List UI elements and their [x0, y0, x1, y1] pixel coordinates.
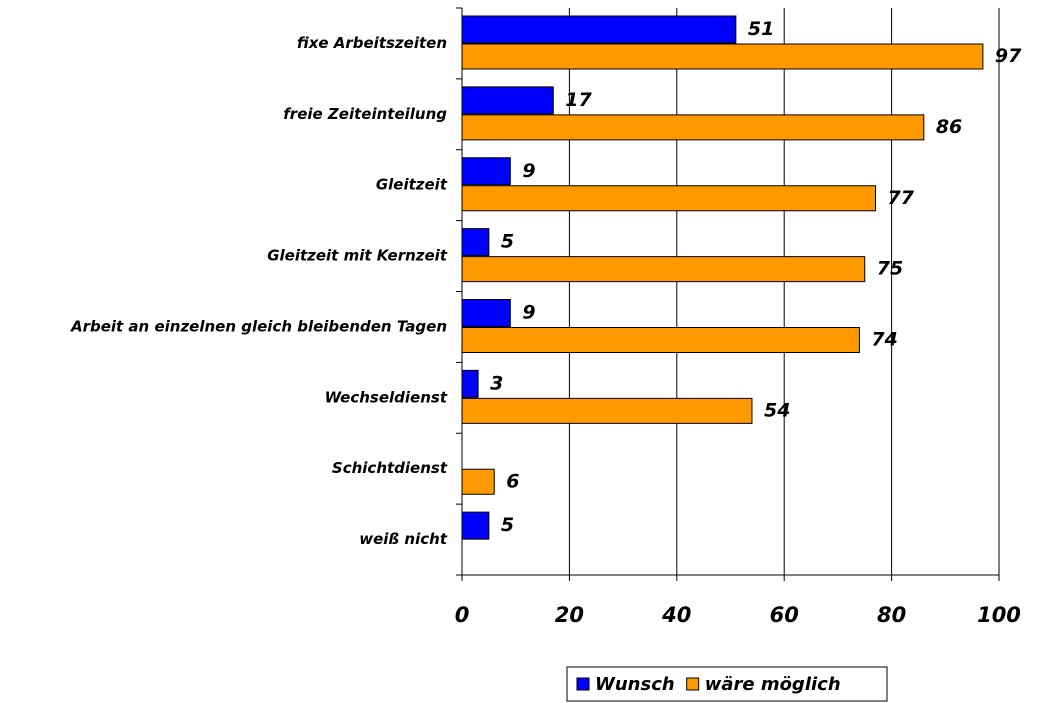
- data-label: 97: [995, 45, 1022, 67]
- data-label: 86: [936, 116, 962, 138]
- bar: [461, 397, 753, 424]
- x-tick-label: 60: [770, 603, 799, 627]
- category-label: Arbeit an einzelnen gleich bleibenden Ta…: [70, 317, 447, 335]
- data-label: 5: [501, 231, 514, 253]
- bar: [461, 327, 860, 353]
- data-label: 75: [877, 258, 903, 280]
- bar: [461, 185, 876, 212]
- data-label: 54: [764, 399, 790, 421]
- bar: [461, 15, 737, 44]
- bar: [461, 511, 490, 540]
- category-label: freie Zeiteinteilung: [283, 105, 447, 123]
- data-label: 9: [522, 302, 535, 324]
- category-label: Schichtdienst: [332, 459, 448, 477]
- data-label: 3: [490, 372, 503, 394]
- legend-label: Wunsch: [595, 674, 675, 695]
- category-label: Gleitzeit: [376, 176, 448, 194]
- data-label: 17: [565, 89, 592, 111]
- legend-swatch: [576, 677, 590, 691]
- data-label: 74: [871, 329, 897, 351]
- bar: [461, 43, 984, 70]
- x-tick-label: 0: [455, 603, 470, 627]
- x-tick-label: 40: [661, 603, 691, 627]
- data-label: 9: [522, 160, 535, 182]
- bar: [461, 114, 925, 141]
- data-label: 6: [506, 470, 519, 492]
- data-label: 5: [501, 514, 514, 536]
- legend-box: [566, 666, 888, 702]
- bar: [461, 468, 495, 495]
- data-label: 77: [887, 187, 914, 209]
- bar: [461, 299, 511, 327]
- x-tick-label: 80: [877, 603, 906, 627]
- x-tick-label: 100: [977, 603, 1021, 627]
- bar: [461, 256, 866, 283]
- bar: [461, 157, 511, 186]
- data-label: 51: [748, 18, 774, 40]
- category-label: fixe Arbeitszeiten: [297, 34, 447, 52]
- legend-swatch: [686, 677, 700, 691]
- category-label: Wechseldienst: [325, 388, 448, 406]
- bar: [461, 228, 490, 257]
- x-tick-label: 20: [555, 603, 584, 627]
- legend-label: wäre möglich: [705, 674, 841, 695]
- bar: [461, 86, 554, 115]
- category-label: Gleitzeit mit Kernzeit: [267, 247, 448, 265]
- category-label: weiß nicht: [359, 530, 448, 548]
- bar: [461, 369, 479, 398]
